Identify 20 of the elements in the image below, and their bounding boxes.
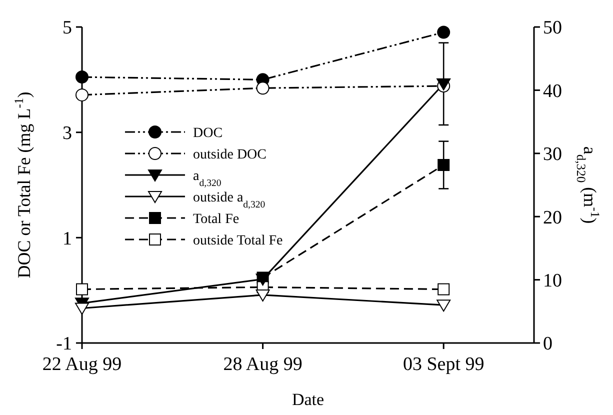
y2-tick-label: 40 [543, 80, 562, 102]
y-tick-label: 5 [62, 18, 72, 39]
y-tick-label: 1 [62, 228, 72, 250]
legend-label: DOC [193, 126, 223, 141]
legend-label: outside Total Fe [193, 233, 283, 248]
y2-tick-label: 10 [543, 270, 562, 292]
x-axis-title: Date [292, 390, 324, 409]
x-tick-label: 28 Aug 99 [223, 354, 302, 375]
y2-tick-label: 0 [543, 334, 552, 355]
legend-label: outside DOC [193, 147, 266, 162]
y-tick-label: -1 [56, 334, 72, 355]
x-tick-label: 03 Sept 99 [402, 354, 484, 375]
legend-label: a$_{d,320}$ [193, 168, 222, 188]
y2-tick-label: 50 [543, 18, 562, 39]
legend-label: outside a$_{d,320}$ [193, 190, 266, 210]
y2-tick-label: 20 [543, 207, 562, 228]
y2-tick-label: 30 [543, 144, 562, 166]
legend-label: Total Fe [193, 212, 240, 227]
y-tick-label: 3 [62, 122, 72, 144]
x-tick-label: 22 Aug 99 [42, 354, 122, 375]
